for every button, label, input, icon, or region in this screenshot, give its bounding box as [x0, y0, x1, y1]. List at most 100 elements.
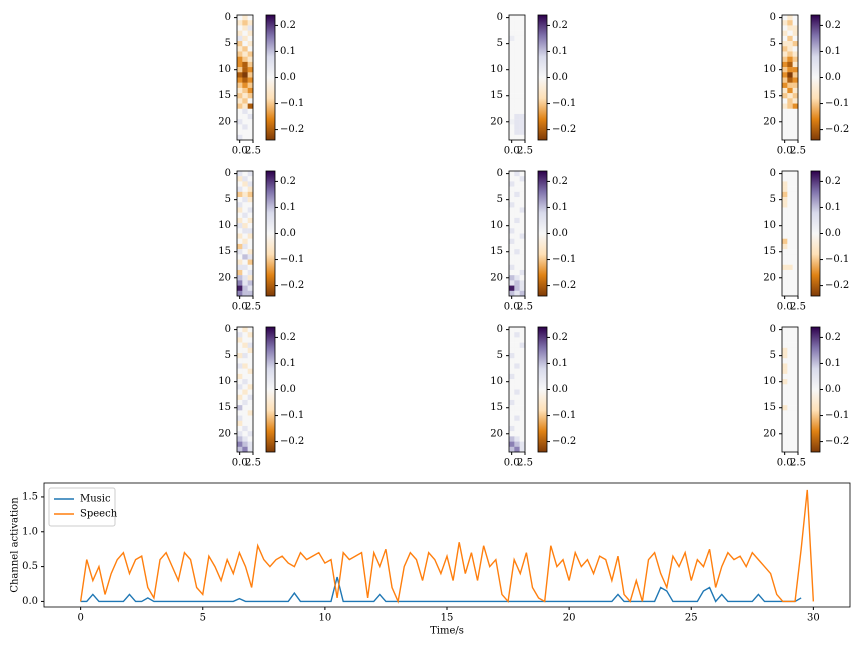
colorbar-tick-label: −0.2 — [825, 280, 849, 291]
heatmap-cell — [247, 275, 254, 281]
heatmap-cell — [242, 394, 248, 401]
heatmap-cell — [519, 441, 526, 447]
heatmap-cell — [247, 353, 254, 359]
heatmap-cell — [242, 280, 248, 286]
heatmap-cell — [514, 358, 520, 364]
heatmap-cell — [519, 431, 526, 437]
heatmap-cell — [519, 420, 526, 427]
heatmap-cell — [514, 238, 520, 245]
heatmap-cell — [514, 56, 520, 63]
heatmap-cell — [242, 269, 248, 276]
heatmap-cell — [514, 441, 520, 447]
heatmap-cell — [792, 35, 799, 42]
heatmap-cell — [237, 358, 243, 364]
heatmap-cell — [509, 72, 515, 78]
heatmap-cell — [242, 353, 248, 359]
heatmap-cell — [519, 327, 526, 333]
heatmap-cell — [782, 46, 788, 52]
heatmap-cell — [247, 186, 254, 193]
heatmap-cell — [247, 181, 254, 187]
colorbar — [265, 170, 276, 297]
heatmap-cell — [792, 431, 799, 437]
heatmap-cell — [514, 67, 520, 73]
x-tick-label: 2.5 — [517, 146, 533, 157]
heatmap-cell — [792, 77, 799, 83]
colorbar-tick-label: −0.1 — [280, 410, 304, 421]
heatmap-cell — [519, 264, 526, 271]
heatmap-cell — [787, 181, 793, 187]
heatmap-cell — [514, 379, 520, 385]
heatmap-cell — [242, 61, 248, 68]
heatmap-cell — [509, 441, 515, 447]
heatmap-cell — [787, 264, 793, 271]
heatmap-cell — [782, 191, 788, 198]
colorbar-tick-label: 0.1 — [280, 358, 296, 369]
heatmap-cell — [787, 51, 793, 57]
y-tick-label: 20 — [490, 428, 503, 439]
heatmap-cell — [787, 119, 793, 125]
heatmap-cell — [247, 46, 254, 52]
heatmap-cell — [792, 275, 799, 281]
heatmap-cell — [247, 119, 254, 125]
heatmap-cell — [242, 72, 248, 78]
heatmap-cell — [519, 384, 526, 390]
x-tick-label: 2.5 — [245, 302, 261, 313]
heatmap-cell — [247, 425, 254, 432]
heatmap-cell — [514, 129, 520, 135]
heatmap-cell — [237, 238, 243, 245]
heatmap-cell — [514, 233, 520, 239]
heatmap-cell — [247, 41, 254, 47]
heatmap-cell — [792, 191, 799, 198]
heatmap-cell — [514, 249, 520, 255]
colorbar-tick-label: −0.1 — [552, 254, 576, 265]
heatmap-cell — [509, 98, 515, 104]
axes-frame — [236, 170, 254, 297]
heatmap-cell — [782, 119, 788, 125]
heatmap-cell — [237, 108, 243, 115]
heatmap-cell — [247, 15, 254, 21]
heatmap-cell — [247, 347, 254, 354]
heatmap-cell — [509, 249, 515, 255]
heatmap-cell — [237, 420, 243, 427]
heatmap-cell — [787, 394, 793, 401]
heatmap-cell — [509, 113, 515, 120]
heatmap-cell — [787, 67, 793, 73]
heatmap-cell — [782, 353, 788, 359]
colorbar — [265, 326, 276, 453]
heatmap-cell — [237, 113, 243, 120]
heatmap-cell — [247, 223, 254, 229]
heatmap-cell — [792, 425, 799, 432]
heatmap-cell — [237, 233, 243, 239]
heatmap-cell — [787, 108, 793, 115]
colorbar-tick-label: 0.0 — [280, 72, 296, 83]
y-tick-label: 10 — [763, 376, 776, 387]
heatmap-cell — [787, 25, 793, 31]
heatmap-cell — [237, 275, 243, 281]
heatmap-cell — [792, 181, 799, 187]
heatmap-cell — [242, 243, 248, 250]
heatmap-cell — [792, 82, 799, 89]
heatmap-cell — [242, 441, 248, 447]
heatmap-cell — [787, 358, 793, 364]
heatmap-cell — [237, 399, 243, 406]
heatmap-cell — [787, 15, 793, 21]
heatmap-cell — [237, 15, 243, 21]
colorbar-tick-label: 0.0 — [825, 72, 841, 83]
heatmap-cell — [782, 249, 788, 255]
heatmap-cell — [242, 98, 248, 104]
heatmap-cell — [242, 363, 248, 369]
heatmap-cell — [519, 285, 526, 291]
heatmap-cell — [237, 35, 243, 42]
heatmap-cell — [519, 30, 526, 37]
heatmap-cell — [509, 264, 515, 271]
heatmap-cell — [509, 410, 515, 416]
heatmap-cell — [514, 197, 520, 203]
heatmap-cell — [782, 25, 788, 31]
heatmap-cell — [792, 25, 799, 31]
heatmap-cell — [509, 61, 515, 68]
colorbar-tick-label: 0.2 — [280, 176, 296, 187]
heatmap-cell — [509, 134, 515, 141]
heatmap-cell — [509, 379, 515, 385]
axes-frame — [43, 482, 851, 608]
heatmap-cell — [514, 425, 520, 432]
